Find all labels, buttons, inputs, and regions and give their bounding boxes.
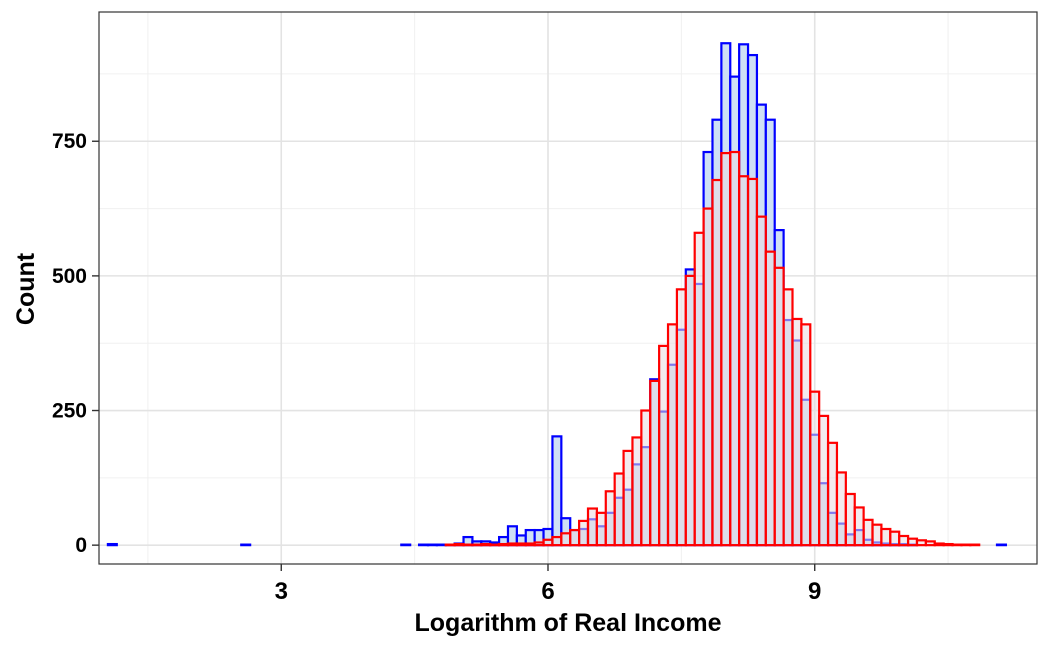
histogram-bar bbox=[489, 543, 501, 547]
histogram-bars bbox=[106, 42, 1007, 547]
histogram-bar bbox=[933, 542, 945, 547]
histogram-bar bbox=[684, 274, 696, 547]
histogram-bar bbox=[480, 542, 492, 547]
plot-panel-background bbox=[99, 12, 1037, 564]
x-axis: 3 6 9 bbox=[275, 564, 821, 605]
histogram-bar bbox=[924, 540, 936, 547]
histogram-bar bbox=[471, 543, 483, 547]
histogram-bar bbox=[417, 543, 430, 547]
histogram-bar bbox=[462, 543, 474, 547]
histogram-bar bbox=[773, 266, 785, 547]
x-axis-title: Logarithm of Real Income bbox=[415, 609, 722, 637]
histogram-bar bbox=[497, 542, 510, 547]
y-axis: 0 250 500 750 bbox=[52, 130, 99, 557]
histogram-bar bbox=[711, 178, 723, 547]
histogram-bar bbox=[720, 151, 732, 547]
histogram-bar bbox=[453, 542, 465, 547]
histogram-bar bbox=[435, 543, 447, 547]
y-axis-title: Count bbox=[12, 252, 40, 325]
histogram-bar bbox=[729, 150, 741, 547]
x-tick-label: 6 bbox=[541, 578, 554, 605]
histogram-bar bbox=[915, 539, 927, 547]
histogram-bar bbox=[871, 523, 883, 547]
histogram-bar bbox=[835, 471, 847, 547]
x-tick-label: 3 bbox=[275, 578, 288, 605]
histogram-bar bbox=[951, 543, 963, 547]
histogram-bar bbox=[551, 535, 563, 547]
histogram-bar bbox=[622, 449, 634, 547]
histogram-bar bbox=[506, 525, 518, 547]
histogram-bar bbox=[746, 177, 759, 547]
histogram-bar bbox=[444, 543, 456, 547]
histogram-bar bbox=[889, 530, 901, 547]
histogram-bar bbox=[782, 288, 794, 547]
histogram-bar bbox=[400, 543, 412, 547]
histogram-bar bbox=[506, 542, 518, 547]
histogram-bar bbox=[515, 542, 527, 547]
histogram-bar bbox=[640, 409, 652, 547]
histogram-bar bbox=[649, 379, 661, 547]
histogram-bar bbox=[240, 543, 252, 547]
histogram-bar bbox=[551, 435, 563, 547]
histogram-bar bbox=[880, 527, 892, 547]
histogram-bar bbox=[658, 344, 670, 547]
histogram-bar bbox=[666, 323, 679, 547]
histogram-bar bbox=[755, 215, 767, 547]
histogram-bar bbox=[542, 538, 554, 547]
histogram-bar bbox=[995, 543, 1007, 547]
histogram-bar bbox=[106, 542, 118, 547]
histogram-bar bbox=[586, 507, 598, 547]
y-tick-label: 250 bbox=[52, 400, 87, 423]
histogram-bar bbox=[702, 207, 714, 547]
y-tick-label: 0 bbox=[75, 534, 87, 557]
histogram-bar bbox=[764, 250, 776, 547]
histogram-bar bbox=[960, 543, 972, 547]
histogram-bar bbox=[818, 414, 830, 547]
histogram-bar bbox=[595, 511, 607, 547]
histogram-bar bbox=[613, 472, 625, 547]
plot-panel-border bbox=[98, 11, 1038, 565]
histogram-bar bbox=[826, 441, 839, 547]
histogram-bar bbox=[604, 490, 616, 547]
grid-major bbox=[99, 12, 1037, 564]
histogram-bar bbox=[426, 543, 438, 547]
histogram-bar bbox=[853, 506, 865, 547]
histogram-bar bbox=[942, 542, 954, 547]
histogram-bar bbox=[906, 537, 919, 547]
histogram-bar bbox=[631, 436, 643, 547]
histogram-bar bbox=[800, 323, 812, 547]
histogram-bar bbox=[738, 175, 750, 547]
histogram-bar bbox=[533, 541, 545, 547]
histogram-bar bbox=[560, 532, 572, 547]
histogram-bar bbox=[693, 231, 705, 547]
y-tick-label: 500 bbox=[52, 265, 87, 288]
grid-minor bbox=[99, 12, 1037, 564]
histogram-bar bbox=[844, 492, 856, 547]
series-2-bars bbox=[444, 150, 981, 547]
histogram-bar bbox=[862, 518, 874, 547]
y-tick-label: 750 bbox=[52, 130, 87, 153]
histogram-bar bbox=[524, 542, 536, 547]
histogram-bar bbox=[675, 288, 687, 547]
histogram-bar bbox=[898, 534, 910, 547]
histogram-bar bbox=[809, 390, 821, 547]
histogram-bar bbox=[569, 528, 581, 547]
histogram-bar bbox=[969, 543, 981, 547]
histogram-bar bbox=[791, 317, 803, 547]
x-tick-label: 9 bbox=[808, 578, 821, 605]
histogram-bar bbox=[578, 519, 590, 547]
